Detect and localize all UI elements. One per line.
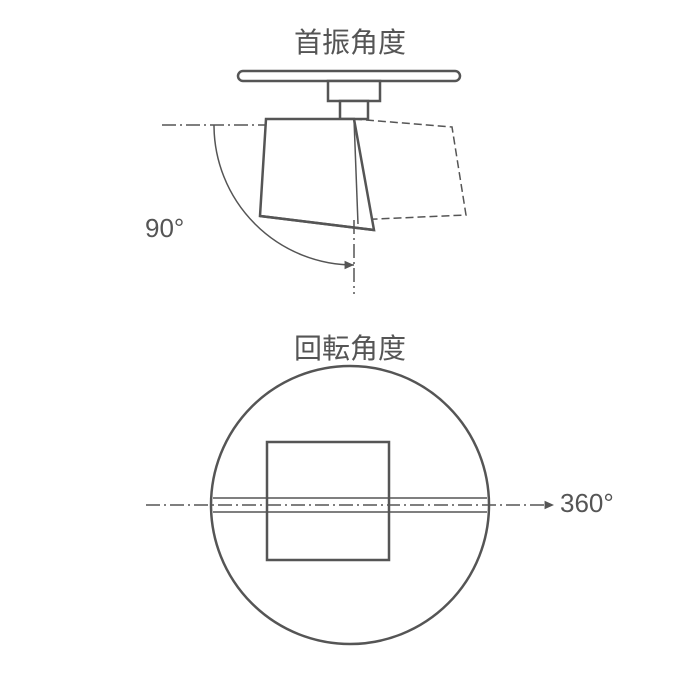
neck-upper (328, 81, 380, 101)
ceiling-plate (238, 71, 460, 81)
rotation-angle-label: 360° (560, 488, 614, 518)
tilt-angle-group: 首振角度 90° (145, 27, 466, 294)
tilt-angle-label: 90° (145, 213, 184, 243)
body-rect (267, 442, 389, 560)
rotation-title: 回転角度 (294, 333, 406, 364)
neck-lower (340, 101, 368, 119)
tilt-title: 首振角度 (294, 27, 406, 58)
angle-diagram: 首振角度 90° 回転角度 360° (0, 0, 700, 700)
lamp-head-dashed (354, 119, 466, 220)
rotation-angle-group: 回転角度 360° (146, 333, 614, 644)
